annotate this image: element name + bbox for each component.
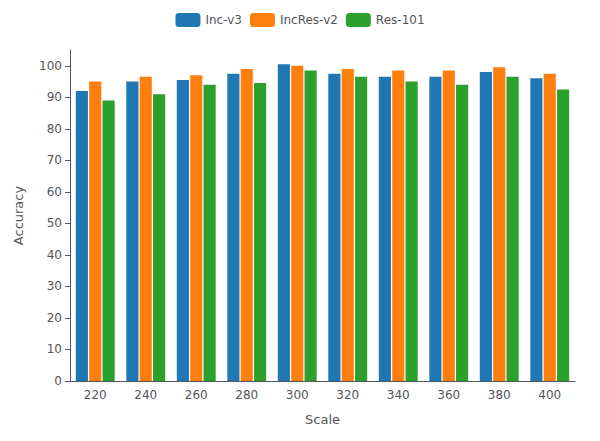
svg-text:360: 360	[437, 388, 460, 402]
svg-text:40: 40	[47, 248, 62, 262]
svg-text:80: 80	[47, 122, 62, 136]
svg-text:30: 30	[47, 279, 62, 293]
svg-text:Inc-v3: Inc-v3	[205, 13, 242, 27]
svg-text:Res-101: Res-101	[376, 13, 425, 27]
svg-text:0: 0	[54, 374, 62, 388]
svg-text:400: 400	[538, 388, 561, 402]
svg-text:380: 380	[488, 388, 511, 402]
svg-text:70: 70	[47, 153, 62, 167]
svg-text:50: 50	[47, 216, 62, 230]
svg-text:300: 300	[286, 388, 309, 402]
svg-text:20: 20	[47, 311, 62, 325]
svg-text:320: 320	[336, 388, 359, 402]
svg-text:260: 260	[185, 388, 208, 402]
svg-text:90: 90	[47, 90, 62, 104]
svg-text:Scale: Scale	[305, 412, 340, 427]
svg-text:220: 220	[84, 388, 107, 402]
svg-text:IncRes-v2: IncRes-v2	[280, 13, 338, 27]
svg-text:Accuracy: Accuracy	[11, 186, 26, 246]
svg-text:240: 240	[134, 388, 157, 402]
svg-text:100: 100	[39, 59, 62, 73]
svg-text:340: 340	[387, 388, 410, 402]
svg-text:10: 10	[47, 342, 62, 356]
svg-text:60: 60	[47, 185, 62, 199]
svg-text:280: 280	[235, 388, 258, 402]
